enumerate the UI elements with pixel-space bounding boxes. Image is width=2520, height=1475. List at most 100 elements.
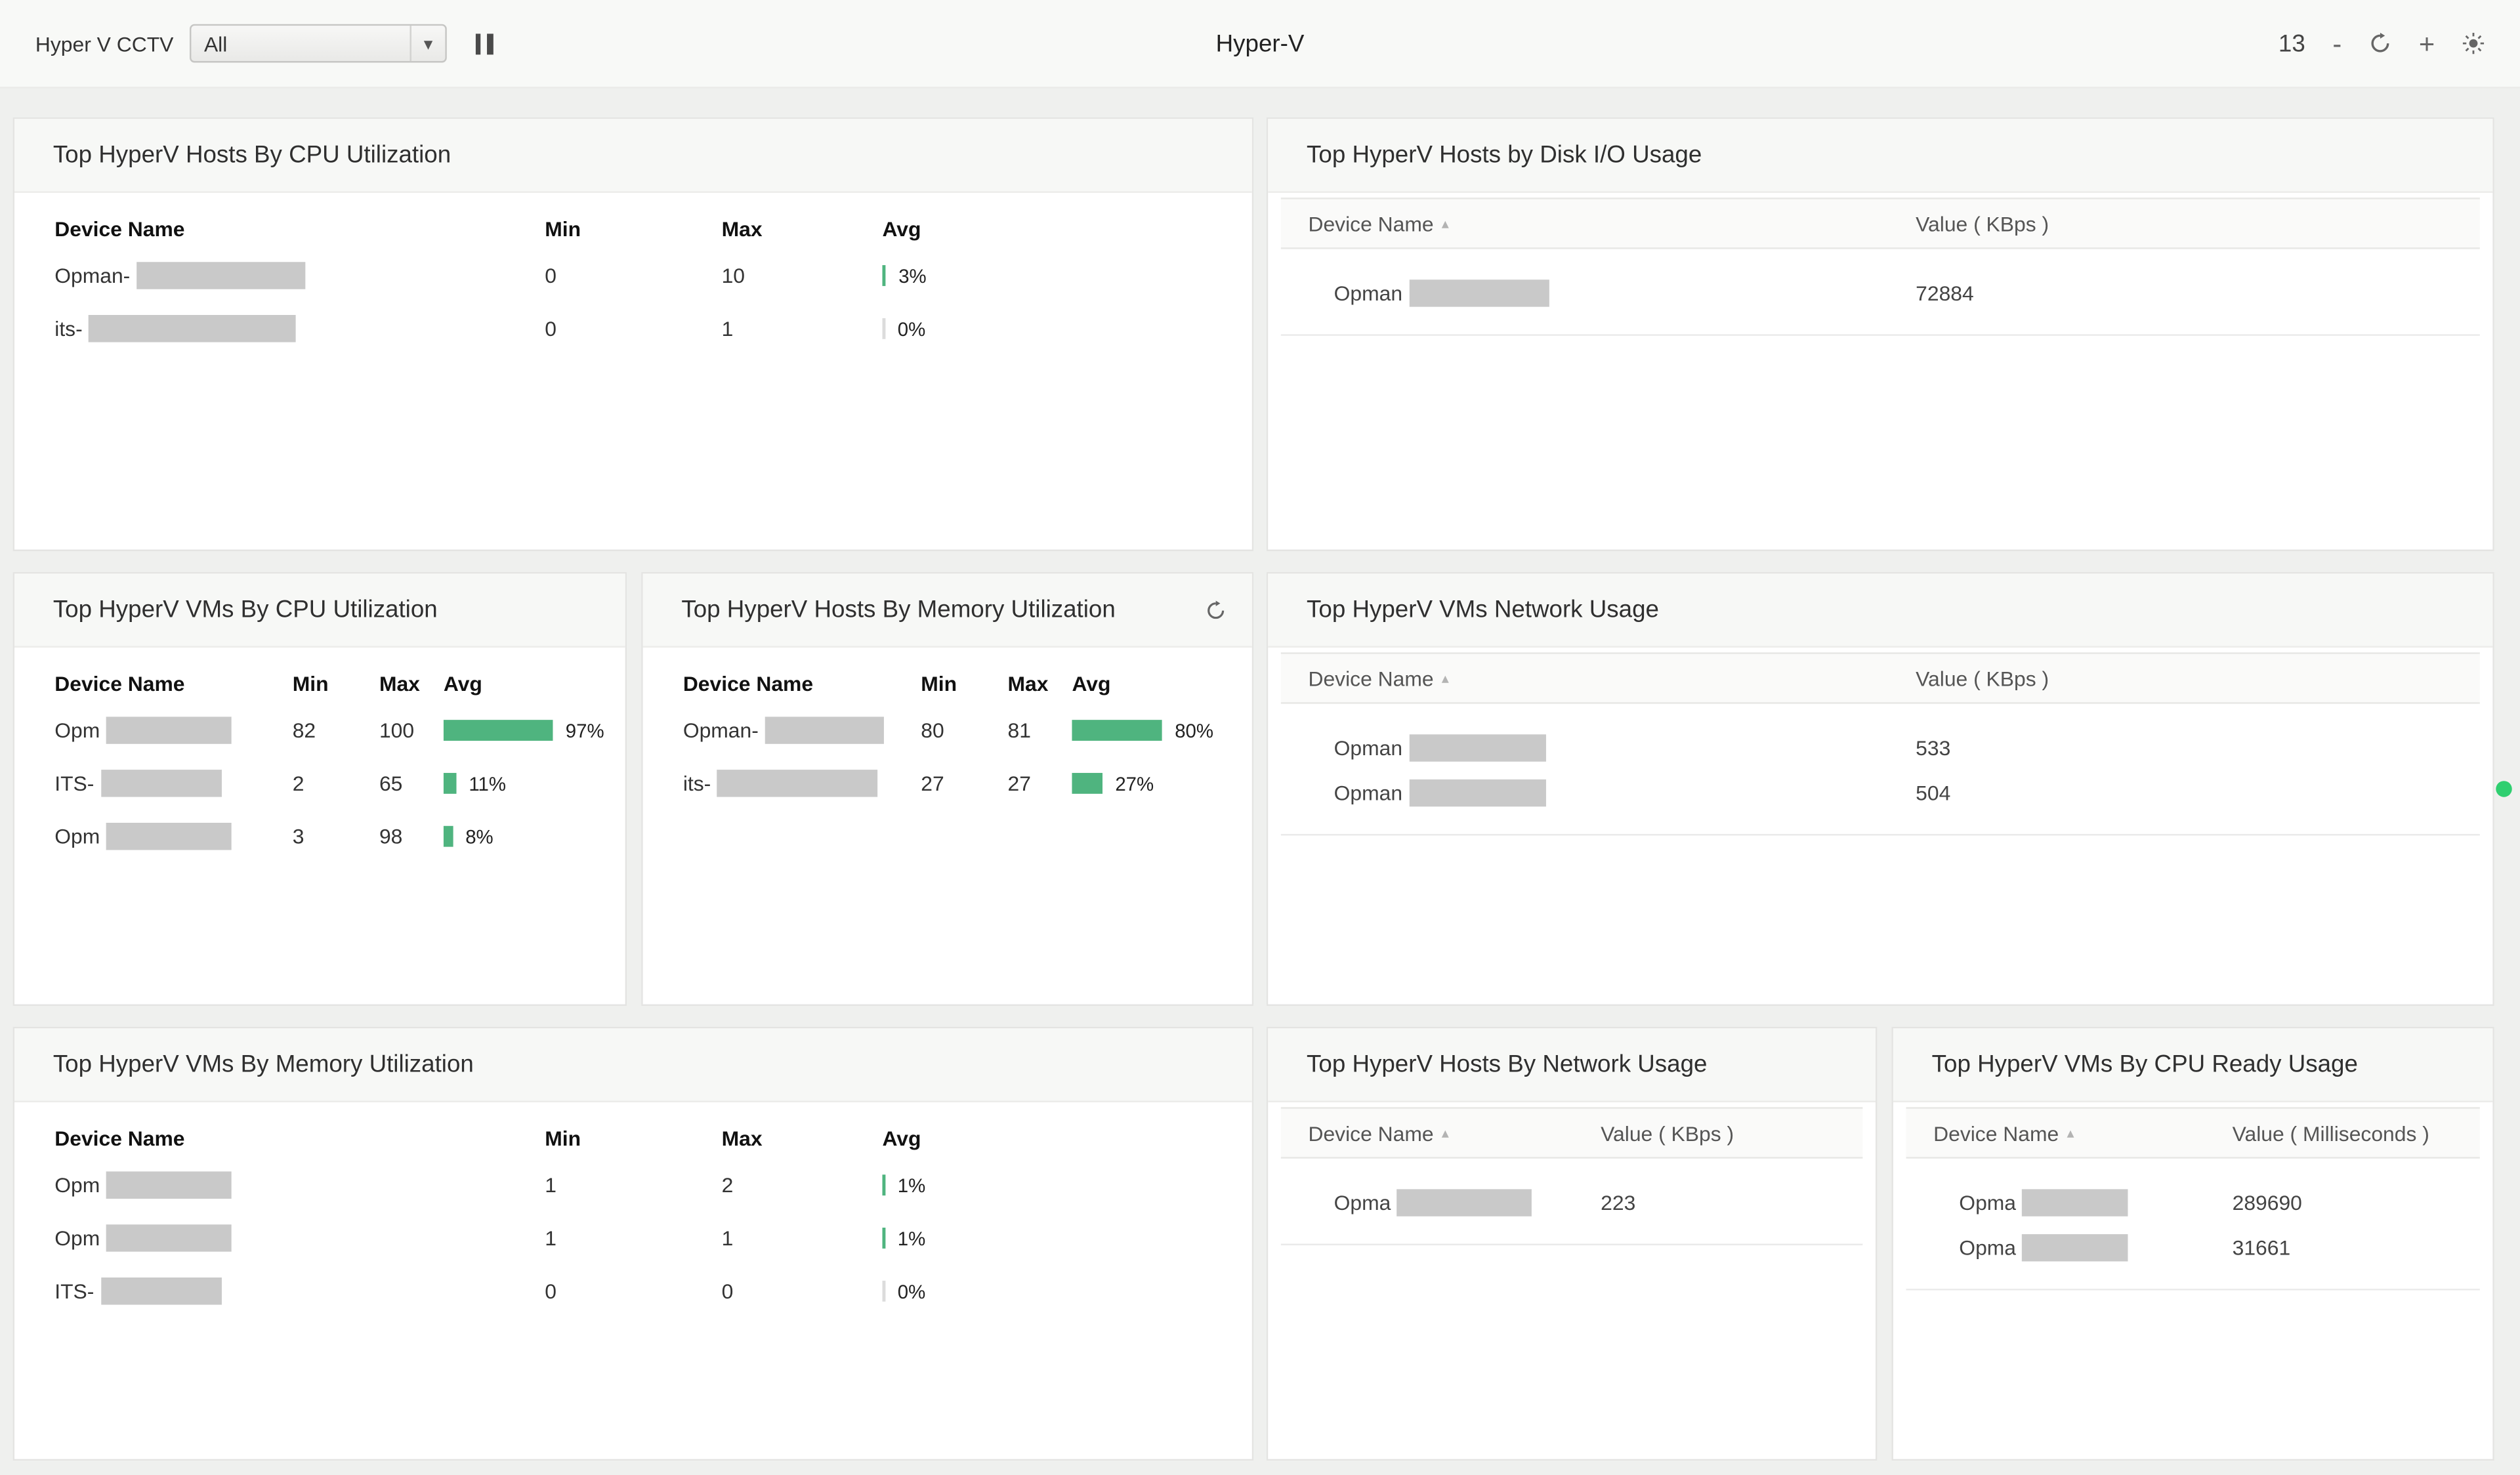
table-row: ITS- 2 65 11% bbox=[54, 757, 609, 810]
device-link[interactable]: Opman- bbox=[683, 717, 921, 744]
panel-title: Top HyperV VMs By CPU Ready Usage bbox=[1931, 1050, 2358, 1079]
table-body: Opma 223 bbox=[1280, 1159, 1863, 1245]
device-link[interactable]: Opma bbox=[1906, 1233, 2232, 1261]
col-device-name: Device Name bbox=[682, 671, 814, 696]
panel-hosts-disk-io-usage: Top HyperV Hosts by Disk I/O Usage Devic… bbox=[1266, 117, 2494, 552]
avg-bar bbox=[882, 265, 886, 286]
panel-hosts-network-usage: Top HyperV Hosts By Network Usage Device… bbox=[1266, 1026, 1878, 1461]
avg-bar bbox=[443, 772, 456, 794]
table-row: Opm 1 2 1% bbox=[54, 1159, 1236, 1212]
topbar: Hyper V CCTV All ▾ Hyper-V 13 - + bbox=[0, 0, 2520, 89]
page-title: Hyper-V bbox=[1215, 30, 1305, 57]
col-value: Value ( KBps ) bbox=[1916, 211, 2049, 236]
panel-header: Top HyperV Hosts By Memory Utilization bbox=[642, 573, 1252, 648]
panel-header: Top HyperV VMs By CPU Utilization bbox=[14, 573, 625, 648]
panel-title: Top HyperV VMs Network Usage bbox=[1307, 596, 1659, 624]
device-name-prefix: its- bbox=[54, 316, 83, 341]
col-value: Value ( KBps ) bbox=[1916, 666, 2049, 690]
device-name-prefix: its- bbox=[682, 771, 711, 796]
panel-header: Top HyperV VMs By Memory Utilization bbox=[14, 1028, 1252, 1103]
device-link[interactable]: Opman- bbox=[54, 262, 545, 289]
sort-asc-icon: ▴ bbox=[1441, 214, 1449, 231]
col-device-name-sortable[interactable]: Device Name ▴ bbox=[1281, 211, 1916, 236]
col-device-name-sortable[interactable]: Device Name ▴ bbox=[1281, 1121, 1601, 1145]
view-filter-value: All bbox=[203, 31, 228, 56]
cell-max: 0 bbox=[721, 1279, 734, 1304]
avg-label: 3% bbox=[898, 264, 927, 287]
col-device-name-sortable[interactable]: Device Name ▴ bbox=[1281, 666, 1916, 690]
panel-header: Top HyperV VMs By CPU Ready Usage bbox=[1893, 1028, 2493, 1103]
zoom-in-button[interactable]: + bbox=[2418, 28, 2435, 59]
table-header-row: Device Name Min Max Avg bbox=[683, 662, 1236, 704]
cell-avg: 8% bbox=[443, 825, 609, 848]
col-avg: Avg bbox=[1072, 671, 1111, 696]
col-avg: Avg bbox=[443, 671, 482, 696]
device-link[interactable]: Opm bbox=[54, 1171, 545, 1199]
device-link[interactable]: ITS- bbox=[54, 770, 292, 797]
redacted-device-name bbox=[106, 717, 232, 744]
cell-min: 0 bbox=[545, 1279, 556, 1304]
table-header-row: Device Name ▴ Value ( KBps ) bbox=[1280, 197, 2480, 249]
sort-asc-icon: ▴ bbox=[1441, 1124, 1449, 1140]
table-row: Opman- 0 10 3% bbox=[54, 249, 1236, 302]
vms-network-table: Device Name ▴ Value ( KBps ) Opman 533 O… bbox=[1280, 652, 2480, 836]
cell-min: 1 bbox=[545, 1173, 556, 1197]
device-link[interactable]: Opma bbox=[1281, 1188, 1601, 1216]
panel-hosts-memory-utilization: Top HyperV Hosts By Memory Utilization D… bbox=[641, 571, 1254, 1007]
device-link[interactable]: its- bbox=[683, 770, 921, 797]
device-link[interactable]: Opm bbox=[54, 822, 292, 850]
device-link[interactable]: Opman bbox=[1281, 778, 1916, 806]
pause-button[interactable] bbox=[475, 33, 494, 54]
device-link[interactable]: Opma bbox=[1906, 1188, 2232, 1216]
topbar-left: Hyper V CCTV All ▾ bbox=[35, 24, 494, 63]
cell-value: 533 bbox=[1916, 735, 1951, 760]
table-row: ITS- 0 0 0% bbox=[54, 1264, 1236, 1318]
cell-min: 0 bbox=[545, 263, 556, 288]
device-link[interactable]: Opm bbox=[54, 717, 292, 744]
device-link[interactable]: Opman bbox=[1281, 733, 1916, 761]
redacted-device-name bbox=[2022, 1188, 2129, 1216]
device-name-prefix: Opman bbox=[1334, 779, 1403, 804]
table-row: Opm 1 1 1% bbox=[54, 1212, 1236, 1265]
col-avg: Avg bbox=[882, 216, 921, 241]
device-name-prefix: Opman bbox=[1334, 280, 1403, 305]
device-link[interactable]: its- bbox=[54, 315, 545, 343]
table-header-row: Device Name ▴ Value ( KBps ) bbox=[1280, 652, 2480, 704]
table-header-row: Device Name Min Max Avg bbox=[54, 207, 1236, 249]
cell-value: 223 bbox=[1601, 1190, 1636, 1215]
device-link[interactable]: ITS- bbox=[54, 1277, 545, 1305]
brightness-button[interactable] bbox=[2462, 32, 2485, 54]
col-value: Value ( Milliseconds ) bbox=[2232, 1121, 2429, 1145]
device-link[interactable]: Opm bbox=[54, 1224, 545, 1252]
view-filter-select[interactable]: All ▾ bbox=[189, 24, 447, 63]
table-header-row: Device Name ▴ Value ( KBps ) bbox=[1280, 1107, 1863, 1159]
panel-refresh-button[interactable] bbox=[1206, 599, 1227, 620]
col-min: Min bbox=[545, 216, 581, 241]
col-max: Max bbox=[721, 1125, 763, 1150]
panel-header: Top HyperV Hosts By CPU Utilization bbox=[14, 119, 1252, 193]
avg-label: 0% bbox=[897, 1279, 926, 1302]
redacted-device-name bbox=[89, 315, 297, 343]
avg-bar bbox=[443, 720, 553, 741]
device-name-prefix: Opma bbox=[1334, 1190, 1391, 1215]
redacted-device-name bbox=[136, 262, 306, 289]
avg-label: 1% bbox=[897, 1226, 926, 1250]
redacted-device-name bbox=[100, 1277, 221, 1305]
device-link[interactable]: Opman bbox=[1281, 278, 1916, 306]
cell-min: 80 bbox=[921, 718, 944, 743]
col-device-name-sortable[interactable]: Device Name ▴ bbox=[1906, 1121, 2232, 1145]
col-device-name: Device Name bbox=[1933, 1121, 2059, 1145]
panel-header: Top HyperV Hosts by Disk I/O Usage bbox=[1268, 119, 2493, 193]
cell-min: 82 bbox=[292, 718, 316, 743]
device-name-prefix: Opman bbox=[1334, 735, 1403, 760]
table-body: Opman 72884 bbox=[1280, 249, 2480, 336]
avg-bar bbox=[882, 1174, 885, 1196]
cell-avg: 1% bbox=[882, 1227, 1236, 1249]
refresh-button[interactable] bbox=[2369, 32, 2391, 54]
cell-value: 504 bbox=[1916, 779, 1951, 804]
table-row: Opman 72884 bbox=[1281, 270, 2480, 315]
avg-bar bbox=[882, 318, 885, 339]
col-max: Max bbox=[379, 671, 420, 696]
zoom-out-button[interactable]: - bbox=[2332, 28, 2342, 59]
